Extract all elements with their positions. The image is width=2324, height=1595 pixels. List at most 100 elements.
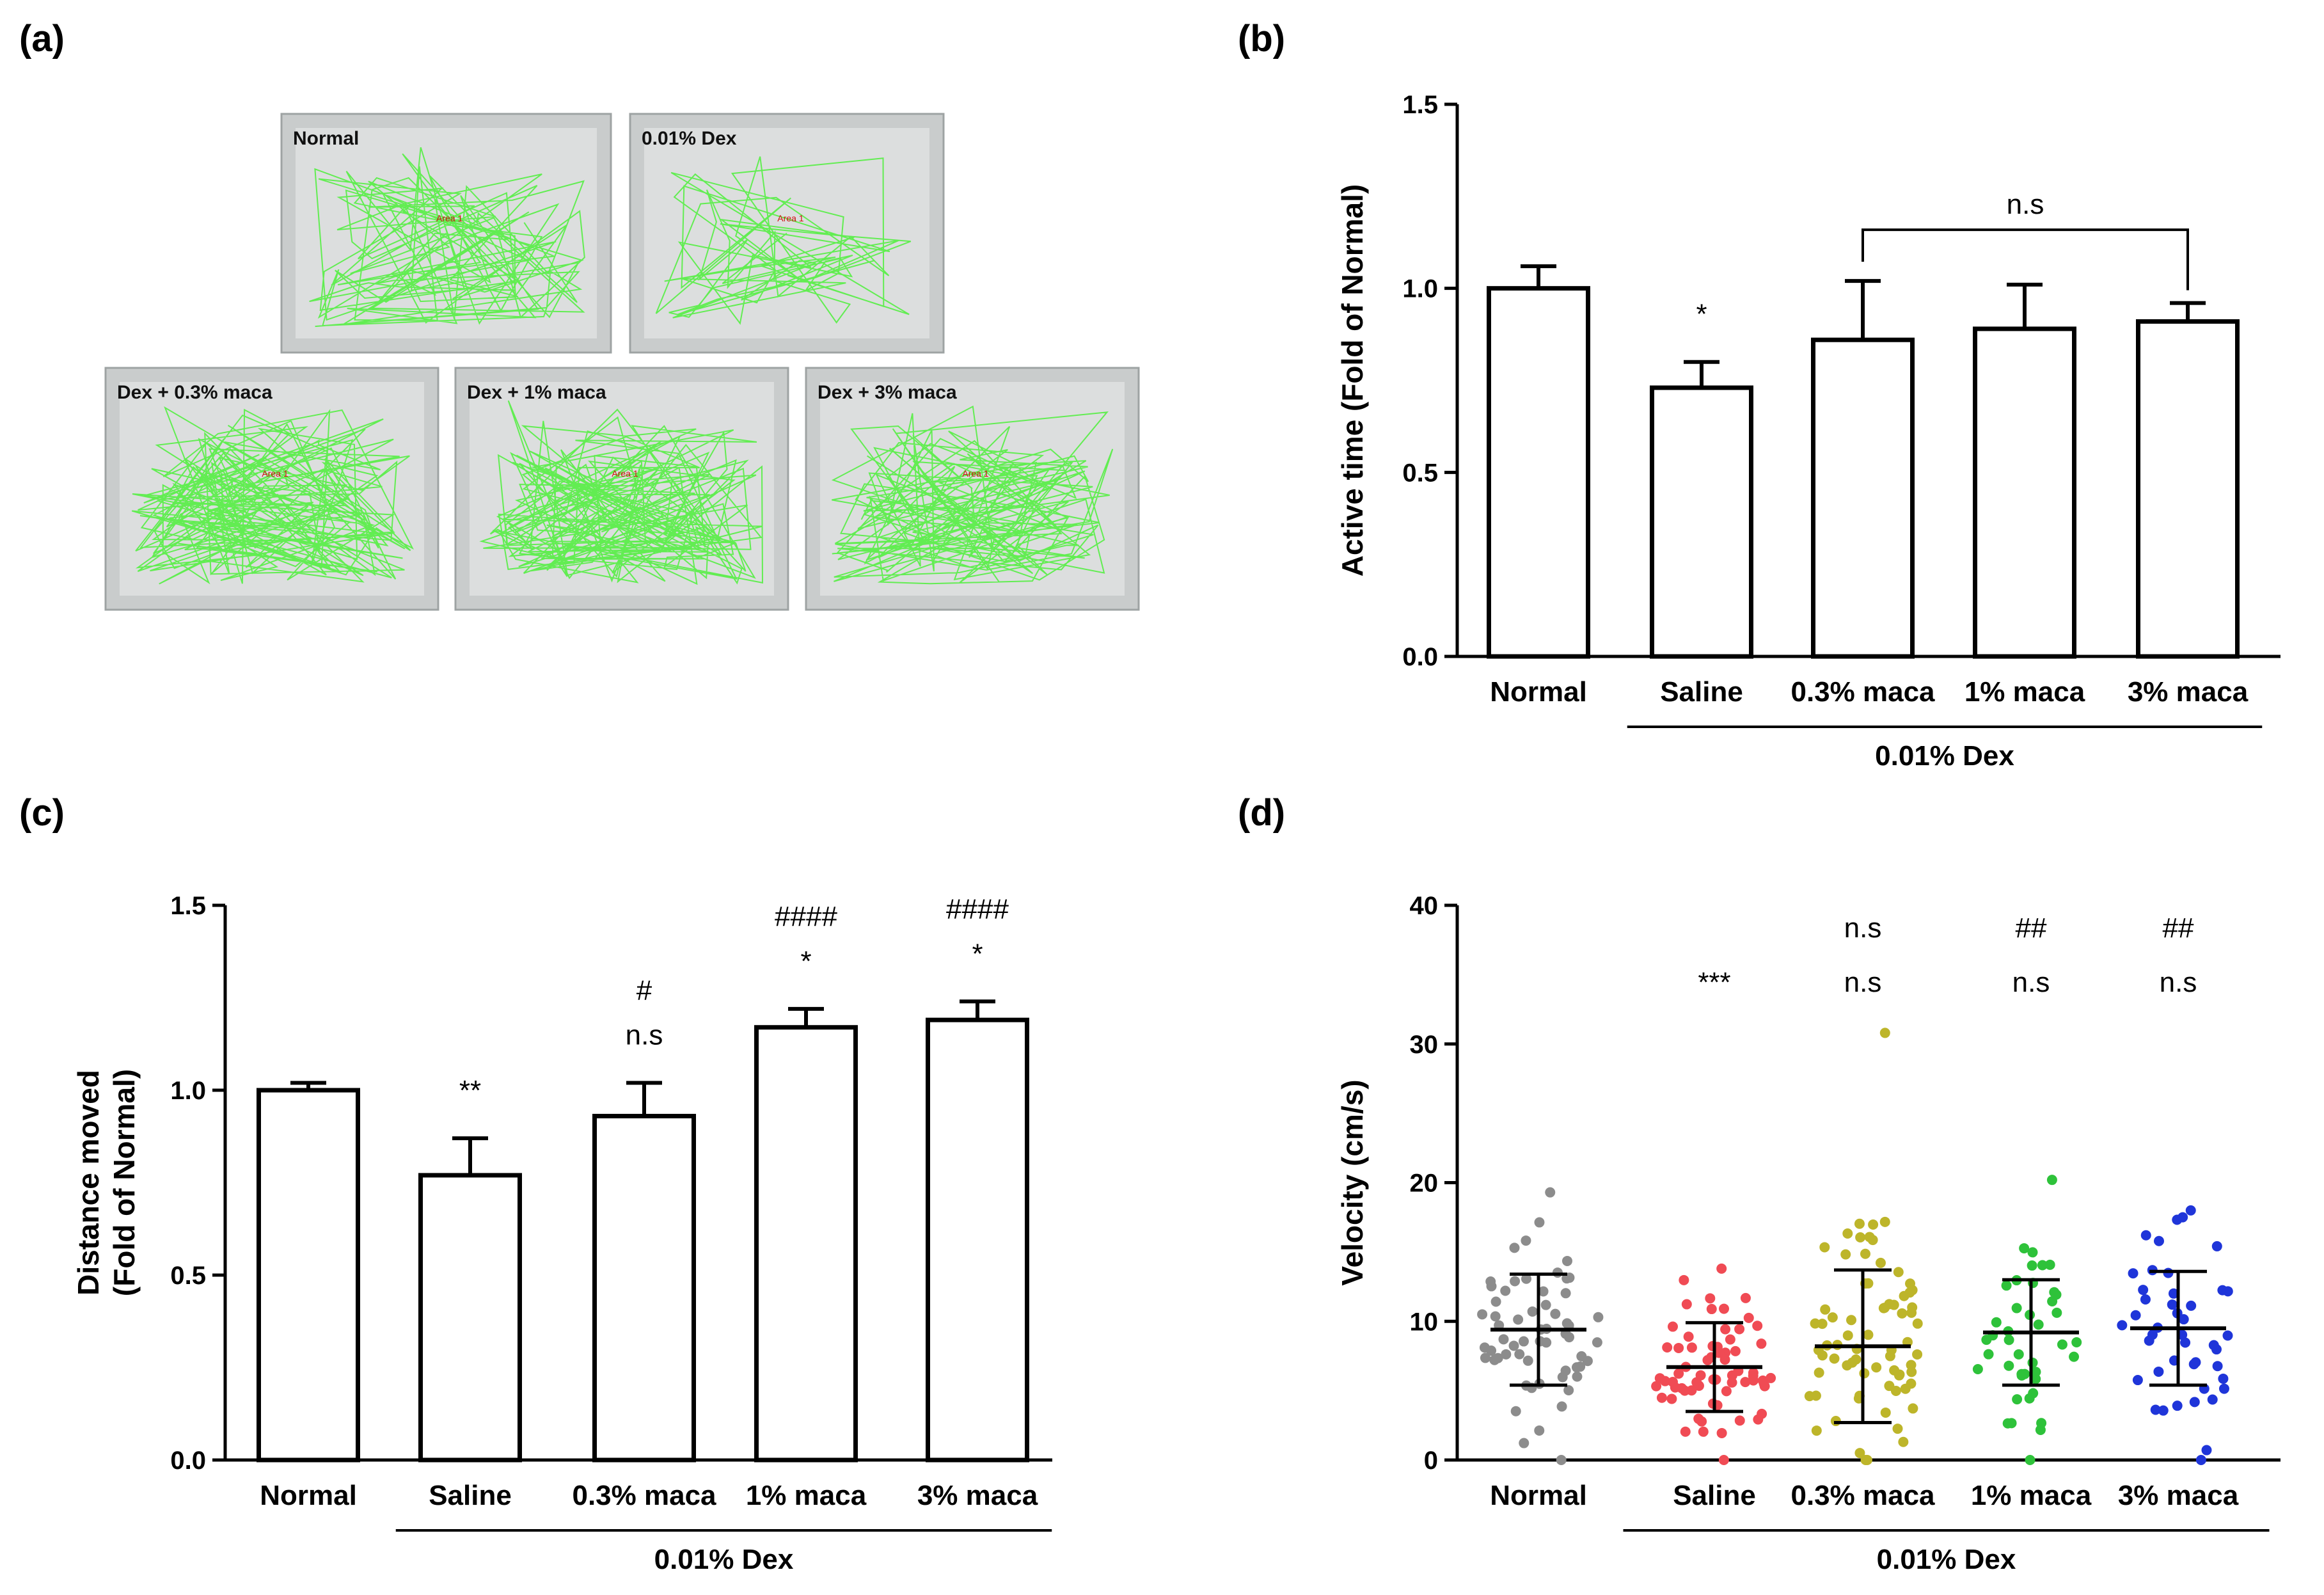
photo-label: 0.01% Dex bbox=[642, 128, 737, 149]
data-point bbox=[1679, 1274, 1689, 1285]
y-tick-label: 10 bbox=[1410, 1308, 1439, 1336]
data-point bbox=[1740, 1377, 1751, 1388]
movement-trace bbox=[309, 147, 585, 328]
data-point bbox=[1477, 1309, 1488, 1320]
y-tick-label: 1.5 bbox=[1402, 91, 1438, 119]
data-point bbox=[1706, 1304, 1717, 1315]
data-point bbox=[1673, 1368, 1684, 1379]
data-point bbox=[2019, 1243, 2030, 1254]
y-tick-label: 1.5 bbox=[170, 892, 206, 920]
data-point bbox=[1864, 1232, 1875, 1242]
data-point bbox=[2212, 1361, 2223, 1372]
data-point bbox=[2020, 1369, 2030, 1379]
data-point bbox=[1898, 1436, 1909, 1447]
bar-1 bbox=[418, 1173, 522, 1463]
x-tick-label: 3% maca bbox=[2128, 676, 2249, 708]
data-point bbox=[1893, 1267, 1904, 1278]
data-point bbox=[1900, 1383, 1911, 1394]
data-point bbox=[1651, 1381, 1662, 1392]
data-point bbox=[2071, 1337, 2082, 1347]
data-point bbox=[2186, 1300, 2197, 1311]
data-point bbox=[2172, 1401, 2183, 1411]
data-point bbox=[1875, 1257, 1886, 1268]
x-tick-label: Saline bbox=[429, 1480, 512, 1511]
data-point bbox=[1521, 1235, 1531, 1246]
data-point bbox=[1501, 1349, 1512, 1360]
data-point bbox=[2047, 1296, 2058, 1306]
data-point bbox=[1880, 1407, 1891, 1418]
data-point bbox=[1908, 1403, 1918, 1414]
arena-label: Area 1 bbox=[777, 213, 803, 223]
data-point bbox=[1545, 1187, 1556, 1198]
x-tick-label: 3% maca bbox=[2118, 1480, 2239, 1511]
data-point bbox=[2027, 1260, 2037, 1271]
panel-label-d: (d) bbox=[1238, 792, 1285, 834]
x-tick-label: 0.3% maca bbox=[1790, 676, 1935, 708]
data-point bbox=[2167, 1299, 2178, 1310]
data-point bbox=[1983, 1349, 1994, 1360]
data-point bbox=[2027, 1357, 2038, 1368]
arena-label: Area 1 bbox=[436, 213, 462, 223]
data-point bbox=[1981, 1335, 1992, 1345]
data-point bbox=[1720, 1324, 1731, 1335]
data-point bbox=[1899, 1290, 1909, 1301]
y-axis-title: Velocity (cm/s) bbox=[1336, 1079, 1369, 1285]
x-tick-label: Normal bbox=[260, 1480, 357, 1511]
data-point bbox=[1492, 1353, 1503, 1363]
data-point bbox=[1662, 1342, 1673, 1353]
data-point bbox=[1719, 1303, 1730, 1314]
data-point bbox=[1804, 1391, 1815, 1402]
data-point bbox=[1576, 1351, 1587, 1361]
data-point bbox=[1740, 1292, 1751, 1303]
significance-label: *** bbox=[1698, 967, 1730, 998]
photo-label: Dex + 1% maca bbox=[467, 382, 606, 403]
data-point bbox=[2036, 1418, 2047, 1429]
data-point bbox=[1563, 1332, 1574, 1343]
data-point bbox=[1486, 1281, 1497, 1292]
velocity-chart: 0 10 20 30 40 *** n.s n.s n.s ## n.s ## Normal Saline… bbox=[1336, 892, 2281, 1575]
data-point bbox=[2153, 1366, 2164, 1377]
data-point bbox=[1695, 1370, 1706, 1381]
photo-label: Dex + 0.3% maca bbox=[117, 382, 273, 403]
data-point bbox=[2195, 1455, 2206, 1465]
data-point bbox=[1727, 1377, 1737, 1388]
bar-4 bbox=[926, 1017, 1029, 1463]
data-point bbox=[2168, 1288, 2179, 1299]
data-point bbox=[1879, 1028, 1890, 1038]
data-point bbox=[2012, 1394, 2023, 1405]
data-point bbox=[1884, 1381, 1895, 1392]
data-point bbox=[1906, 1307, 1917, 1318]
data-point bbox=[2188, 1359, 2199, 1370]
movement-trace bbox=[131, 406, 414, 585]
data-point bbox=[1673, 1342, 1684, 1353]
data-point bbox=[1734, 1324, 1745, 1335]
data-point bbox=[1871, 1362, 1882, 1373]
data-point bbox=[2158, 1405, 2169, 1416]
data-point bbox=[1757, 1408, 1767, 1419]
significance-label: * bbox=[1696, 299, 1707, 330]
data-point bbox=[1885, 1351, 1895, 1361]
data-point bbox=[1725, 1334, 1735, 1345]
arena-label: Area 1 bbox=[612, 468, 638, 479]
bar-2 bbox=[592, 1113, 696, 1463]
data-point bbox=[2138, 1285, 2149, 1296]
data-point bbox=[1756, 1338, 1767, 1349]
data-point bbox=[2004, 1360, 2014, 1371]
bar-3 bbox=[1973, 326, 2076, 659]
data-point bbox=[1906, 1367, 1917, 1377]
significance-label: n.s bbox=[626, 1019, 663, 1051]
photo-label: Normal bbox=[293, 128, 359, 149]
data-point bbox=[2222, 1330, 2233, 1341]
data-point bbox=[2185, 1205, 2196, 1216]
tracking-photo-3: Dex + 1% maca Area 1 bbox=[454, 367, 789, 611]
tracking-photo-0: Normal Area 1 bbox=[280, 113, 612, 354]
data-point bbox=[1842, 1228, 1853, 1239]
tracking-photo-4: Dex + 3% maca Area 1 bbox=[805, 367, 1140, 611]
data-point bbox=[1513, 1314, 1524, 1325]
data-point bbox=[1557, 1372, 1568, 1383]
data-point bbox=[1842, 1360, 1853, 1371]
data-point bbox=[2049, 1287, 2060, 1297]
bar-0 bbox=[257, 1088, 360, 1463]
data-point bbox=[1879, 1216, 1890, 1227]
data-point bbox=[1730, 1345, 1741, 1356]
